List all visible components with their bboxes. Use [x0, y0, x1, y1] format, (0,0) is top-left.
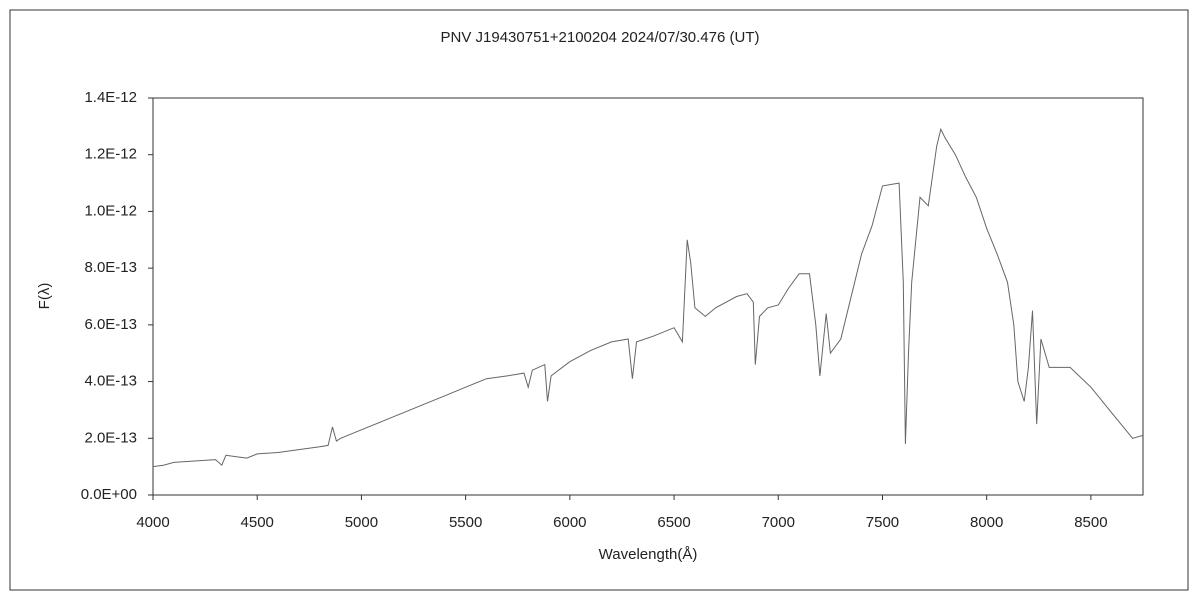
y-tick-label: 8.0E-13	[84, 259, 137, 276]
x-axis-label: Wavelength(Å)	[599, 546, 698, 563]
chart-border	[9, 9, 1189, 591]
plot-border	[152, 97, 1144, 496]
x-tick-label: 7000	[762, 514, 795, 531]
x-tick-label: 7500	[866, 514, 899, 531]
y-tick-label: 4.0E-13	[84, 373, 137, 390]
x-tick-label: 6000	[553, 514, 586, 531]
x-tick-label: 5500	[449, 514, 482, 531]
y-tick-label: 2.0E-13	[84, 429, 137, 446]
x-tick-label: 8500	[1074, 514, 1107, 531]
y-tick-label: 1.0E-12	[84, 202, 137, 219]
y-axis-label: F(λ)	[36, 283, 53, 310]
chart-title: PNV J19430751+2100204 2024/07/30.476 (UT…	[441, 29, 760, 46]
x-tick-label: 4500	[241, 514, 274, 531]
y-tick-label: 1.2E-12	[84, 146, 137, 163]
y-tick-label: 0.0E+00	[81, 486, 137, 503]
spectrum-line	[152, 127, 1144, 468]
x-tick-label: 5000	[345, 514, 378, 531]
y-tick-label: 1.4E-12	[84, 89, 137, 106]
y-tick-label: 6.0E-13	[84, 316, 137, 333]
x-tick-label: 8000	[970, 514, 1003, 531]
x-tick-label: 6500	[657, 514, 690, 531]
x-tick-label: 4000	[136, 514, 169, 531]
